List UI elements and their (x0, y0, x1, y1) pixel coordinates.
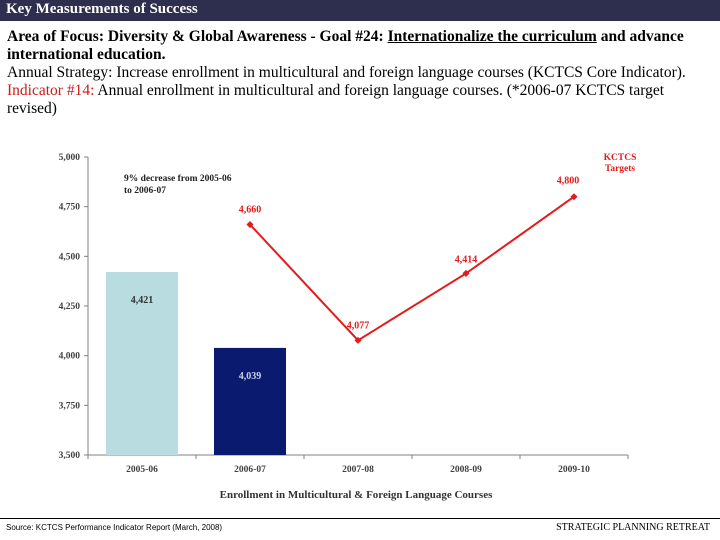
focus-line: Area of Focus: Diversity & Global Awaren… (7, 28, 384, 45)
y-tick-label: 4,750 (59, 203, 81, 213)
target-data-label: 4,077 (347, 320, 370, 331)
target-data-label: 4,414 (455, 254, 478, 265)
y-tick-label: 3,500 (59, 451, 81, 461)
footer-retreat-label: STRATEGIC PLANNING RETREAT (556, 522, 710, 533)
footer-source: Source: KCTCS Performance Indicator Repo… (6, 523, 223, 532)
x-tick-label: 2006-07 (234, 465, 266, 475)
indicator-label: Indicator #14: (7, 82, 95, 99)
x-tick-label: 2009-10 (558, 465, 590, 475)
y-tick-label: 3,750 (59, 401, 81, 411)
indicator-paragraph: Indicator #14: Annual enrollment in mult… (7, 82, 713, 118)
intro-text: Area of Focus: Diversity & Global Awaren… (7, 28, 713, 118)
focus-paragraph: Area of Focus: Diversity & Global Awaren… (7, 28, 713, 64)
target-data-label: 4,800 (557, 176, 580, 187)
target-data-label: 4,660 (239, 205, 262, 216)
y-tick-label: 4,000 (59, 352, 81, 362)
target-point (462, 269, 470, 277)
goal-text: Internationalize the curriculum (387, 28, 597, 45)
x-axis-title: Enrollment in Multicultural & Foreign La… (220, 489, 493, 501)
page-title: Key Measurements of Success (6, 1, 198, 17)
x-tick-label: 2005-06 (126, 465, 158, 475)
indicator-text: Annual enrollment in multicultural and f… (7, 82, 665, 117)
decrease-annotation: 9% decrease from 2005-06 to 2006-07 (124, 174, 232, 196)
target-point (570, 193, 578, 201)
bar-data-label: 4,039 (239, 371, 262, 382)
x-tick-label: 2007-08 (342, 465, 374, 475)
y-tick-label: 4,500 (59, 252, 81, 262)
y-tick-label: 4,250 (59, 302, 81, 312)
bar-2005-06 (106, 272, 178, 455)
target-point (246, 221, 254, 229)
y-tick-label: 5,000 (59, 153, 81, 163)
legend-targets: KCTCS Targets (604, 153, 637, 174)
footer-divider (0, 518, 720, 519)
target-line (249, 195, 575, 342)
focus-tail: and advance international education. (7, 28, 684, 63)
x-tick-label: 2008-09 (450, 465, 482, 475)
bar-2006-07 (214, 347, 286, 455)
strategy-paragraph: Annual Strategy: Increase enrollment in … (7, 64, 686, 81)
bar-data-label: 4,421 (131, 295, 154, 306)
header-bar (0, 0, 720, 21)
target-point (354, 336, 362, 344)
